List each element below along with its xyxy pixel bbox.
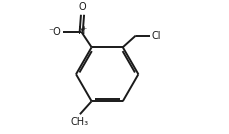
Text: +: + [82, 25, 87, 31]
Text: CH₃: CH₃ [70, 118, 88, 127]
Text: O: O [78, 1, 86, 12]
Text: ⁻O: ⁻O [48, 27, 60, 37]
Text: N: N [77, 26, 85, 36]
Text: Cl: Cl [151, 31, 160, 41]
